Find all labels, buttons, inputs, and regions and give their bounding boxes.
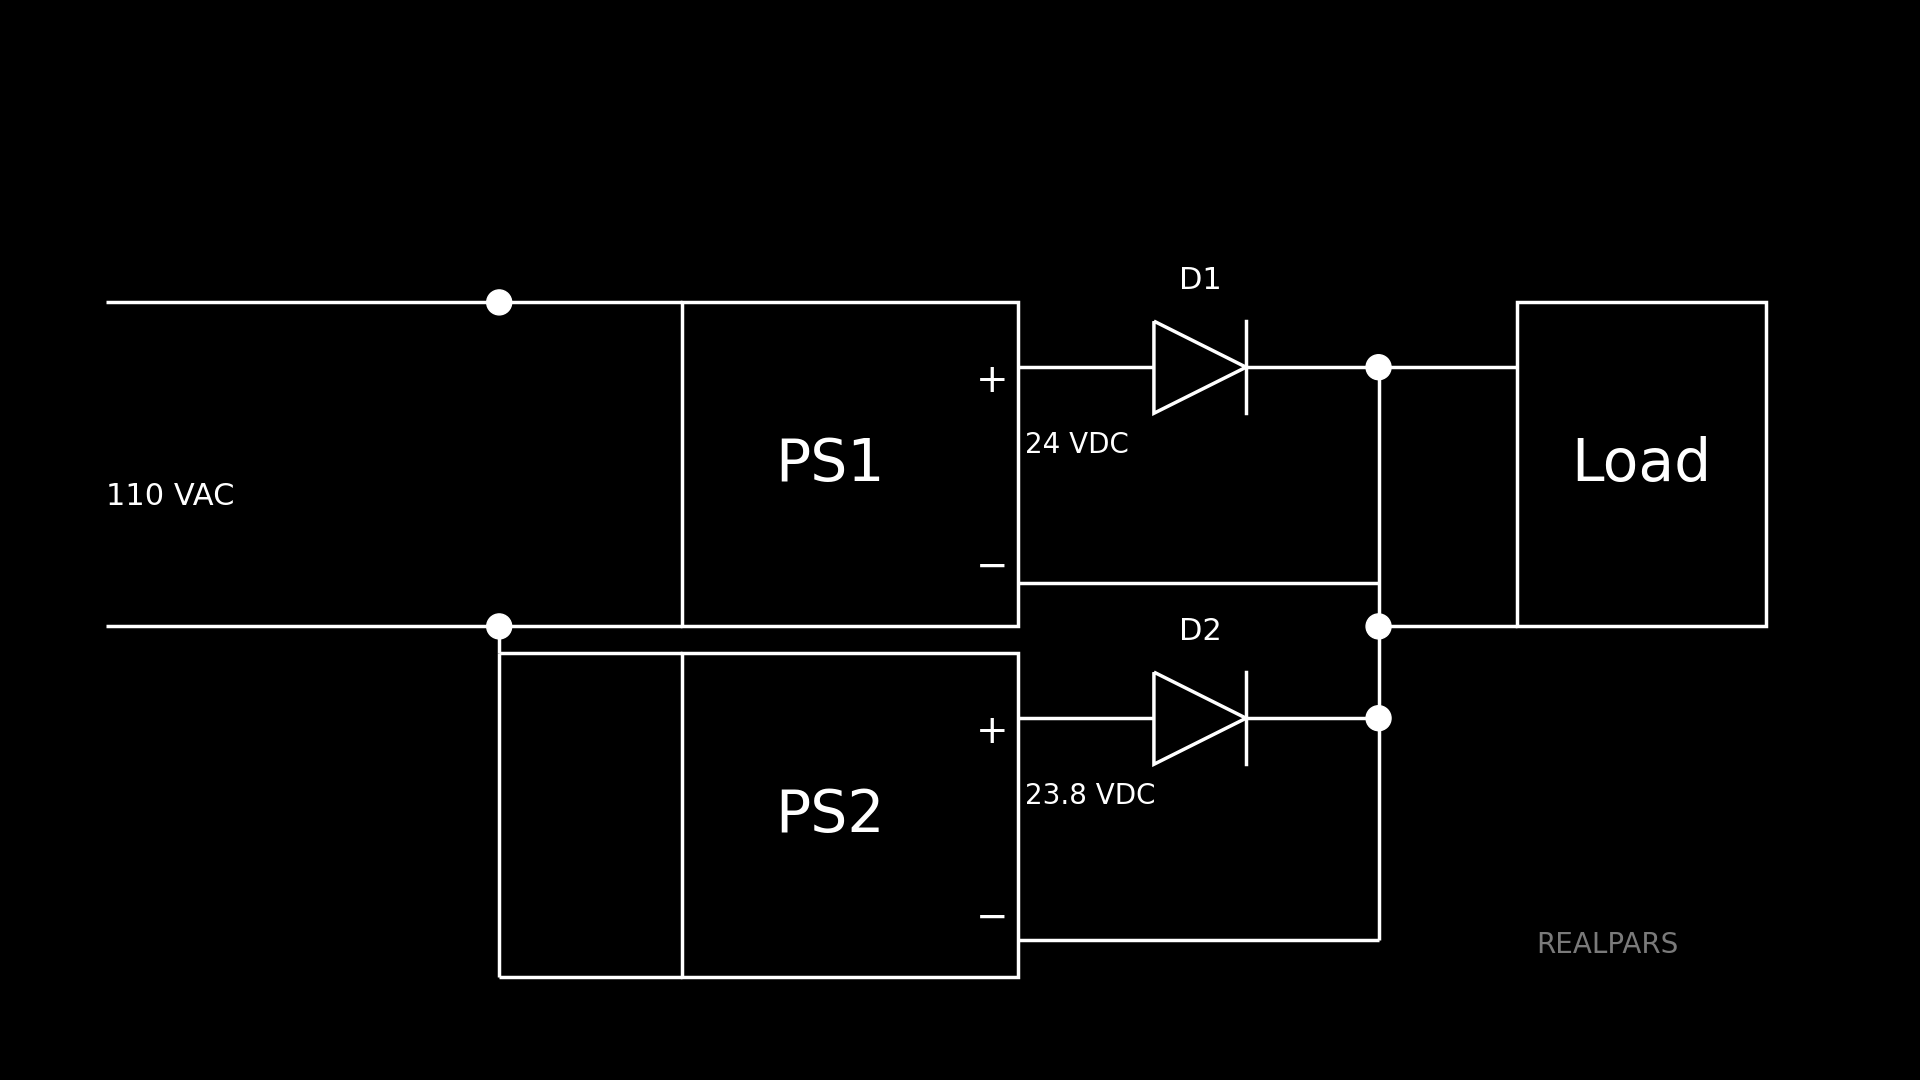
Text: D2: D2 [1179, 618, 1221, 646]
Text: −: − [977, 548, 1008, 586]
Bar [682, 302, 1018, 626]
Ellipse shape [1365, 613, 1390, 639]
Ellipse shape [1365, 354, 1390, 380]
Text: 110 VAC: 110 VAC [106, 483, 234, 511]
Text: D1: D1 [1179, 267, 1221, 295]
Ellipse shape [488, 289, 511, 315]
Text: REALPARS: REALPARS [1536, 931, 1678, 959]
Ellipse shape [1365, 705, 1390, 731]
Text: +: + [977, 362, 1008, 401]
Bar [1517, 302, 1766, 626]
Text: 24 VDC: 24 VDC [1025, 431, 1129, 459]
Text: +: + [977, 713, 1008, 752]
Ellipse shape [488, 613, 511, 639]
Text: PS2: PS2 [776, 787, 885, 843]
Text: −: − [977, 899, 1008, 937]
Text: 23.8 VDC: 23.8 VDC [1025, 782, 1156, 810]
Bar [682, 653, 1018, 977]
Text: PS1: PS1 [776, 436, 885, 492]
Text: Load: Load [1572, 436, 1711, 492]
